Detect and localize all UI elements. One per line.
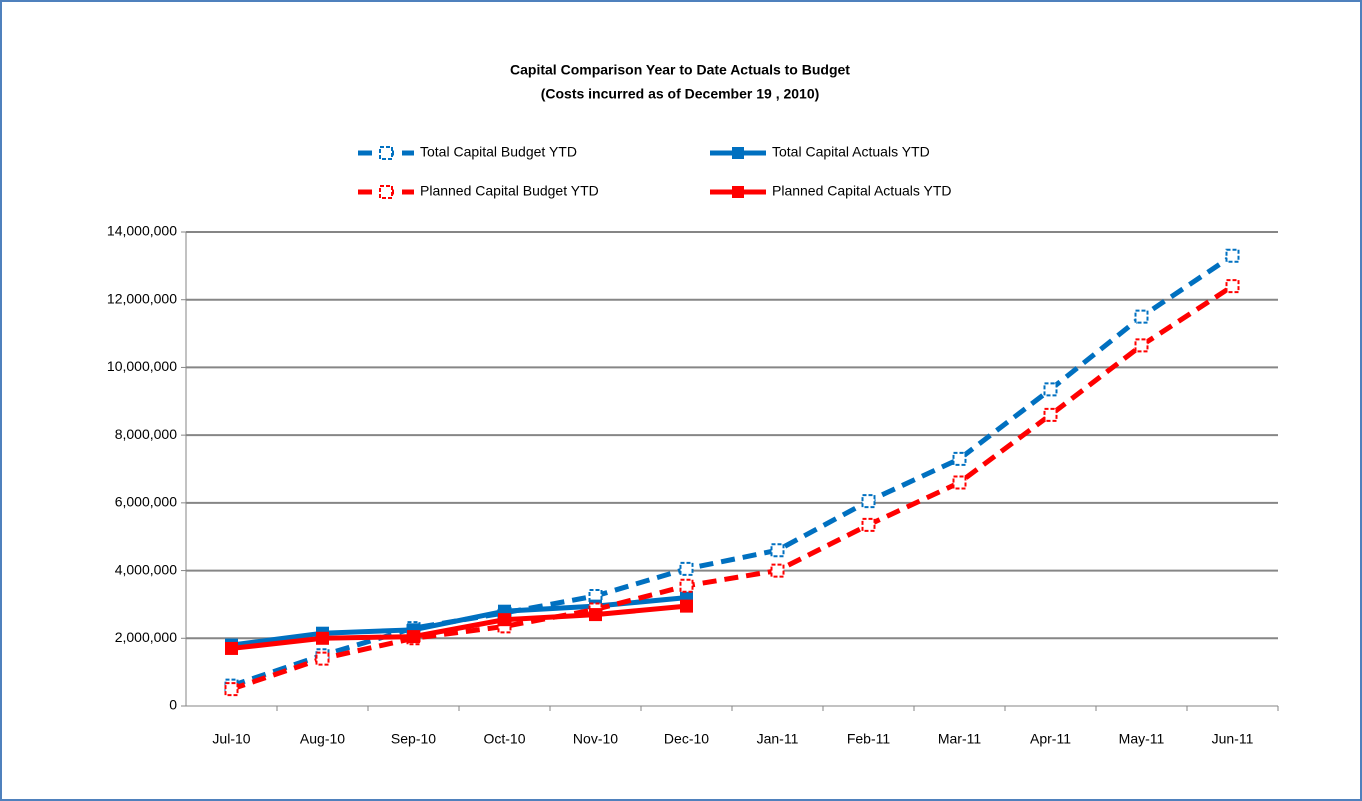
legend-label: Total Capital Budget YTD (420, 144, 577, 160)
x-tick-label: Apr-11 (1030, 731, 1071, 747)
data-point (679, 578, 694, 593)
x-tick-label: Sep-10 (391, 731, 436, 747)
data-point (1134, 309, 1149, 324)
series-line (230, 284, 1234, 692)
y-tick-label: 4,000,000 (115, 561, 177, 577)
y-tick-label: 12,000,000 (107, 290, 177, 306)
legend-marker (732, 186, 744, 198)
data-point (952, 451, 967, 466)
x-tick-label: Aug-10 (300, 731, 345, 747)
data-point (770, 563, 785, 578)
data-point (770, 543, 785, 558)
data-point (952, 475, 967, 490)
series-line (231, 595, 687, 648)
y-tick-label: 14,000,000 (107, 223, 177, 239)
data-point (225, 641, 238, 655)
x-tick-label: Jul-10 (212, 731, 250, 747)
data-point (1043, 407, 1058, 422)
x-tick-label: May-11 (1119, 731, 1165, 747)
x-tick-label: Jun-11 (1212, 731, 1254, 747)
legend-marker (732, 147, 744, 159)
data-point (861, 494, 876, 509)
data-point (680, 599, 693, 613)
data-point (1134, 338, 1149, 353)
y-tick-label: 0 (169, 697, 177, 713)
y-tick-label: 10,000,000 (107, 358, 177, 374)
data-point (861, 517, 876, 532)
y-tick-label: 6,000,000 (115, 494, 177, 510)
x-tick-label: Oct-10 (483, 731, 525, 747)
x-tick-label: Dec-10 (664, 731, 709, 747)
series-line (231, 603, 687, 651)
data-point (316, 631, 329, 645)
x-tick-label: Mar-11 (938, 731, 982, 747)
data-point (1225, 279, 1240, 294)
data-point (1043, 382, 1058, 397)
data-point (315, 651, 330, 666)
y-tick-label: 2,000,000 (115, 629, 177, 645)
x-tick-label: Jan-11 (757, 731, 799, 747)
data-point (1225, 248, 1240, 263)
chart-title: Capital Comparison Year to Date Actuals … (510, 62, 850, 78)
series-line (230, 253, 1234, 689)
data-point (407, 630, 420, 644)
legend-marker (379, 146, 393, 160)
legend-label: Planned Capital Budget YTD (420, 183, 599, 199)
data-point (498, 613, 511, 627)
data-point (224, 682, 239, 697)
legend-label: Planned Capital Actuals YTD (772, 183, 952, 199)
legend-label: Total Capital Actuals YTD (772, 144, 930, 160)
x-tick-label: Feb-11 (847, 731, 891, 747)
data-point (589, 608, 602, 622)
chart-subtitle: (Costs incurred as of December 19 , 2010… (541, 86, 820, 102)
data-point (679, 561, 694, 576)
y-tick-label: 8,000,000 (115, 426, 177, 442)
legend-marker (379, 185, 393, 199)
x-tick-label: Nov-10 (573, 731, 618, 747)
